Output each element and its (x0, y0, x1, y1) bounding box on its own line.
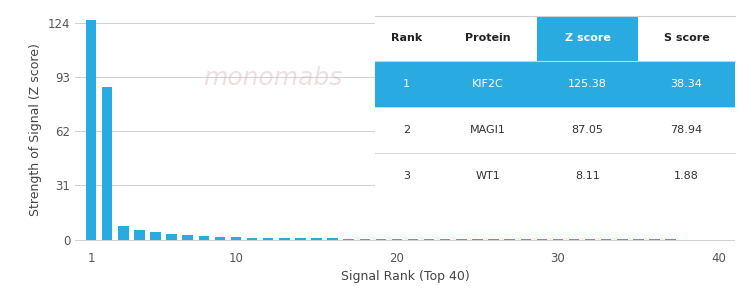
Bar (247, 237, 257, 240)
FancyBboxPatch shape (375, 107, 438, 153)
FancyBboxPatch shape (638, 61, 735, 107)
Text: S score: S score (664, 33, 710, 43)
FancyBboxPatch shape (537, 16, 638, 61)
Text: monomabs: monomabs (203, 66, 343, 90)
Bar (553, 239, 563, 240)
Bar (505, 239, 515, 240)
Bar (86, 20, 96, 240)
Bar (296, 238, 305, 240)
Text: Rank: Rank (392, 33, 422, 43)
Bar (536, 239, 547, 240)
Bar (376, 239, 386, 240)
Text: 2: 2 (404, 125, 410, 135)
Bar (408, 239, 419, 240)
Text: Z score: Z score (565, 33, 610, 43)
Bar (633, 239, 644, 240)
Bar (359, 239, 370, 240)
Text: 125.38: 125.38 (568, 79, 607, 89)
Bar (488, 239, 499, 240)
FancyBboxPatch shape (375, 153, 438, 199)
Bar (199, 236, 209, 240)
Bar (279, 238, 290, 240)
Bar (472, 239, 483, 240)
Bar (440, 239, 451, 240)
FancyBboxPatch shape (537, 153, 638, 199)
FancyBboxPatch shape (438, 16, 537, 61)
FancyBboxPatch shape (638, 16, 735, 61)
Bar (182, 235, 193, 240)
Bar (118, 226, 128, 240)
FancyBboxPatch shape (438, 153, 537, 199)
Text: MAGI1: MAGI1 (470, 125, 506, 135)
Text: 78.94: 78.94 (670, 125, 703, 135)
Bar (520, 239, 531, 240)
Bar (327, 238, 338, 240)
FancyBboxPatch shape (638, 107, 735, 153)
Bar (424, 239, 434, 240)
Text: 87.05: 87.05 (572, 125, 604, 135)
FancyBboxPatch shape (537, 61, 638, 107)
FancyBboxPatch shape (537, 107, 638, 153)
FancyBboxPatch shape (638, 153, 735, 199)
Bar (231, 237, 242, 240)
Bar (617, 239, 628, 240)
Bar (150, 232, 160, 240)
Text: Protein: Protein (465, 33, 511, 43)
Bar (392, 239, 402, 240)
Text: 38.34: 38.34 (670, 79, 703, 89)
FancyBboxPatch shape (438, 107, 537, 153)
Text: KIF2C: KIF2C (472, 79, 503, 89)
Text: 1.88: 1.88 (674, 171, 699, 181)
Bar (585, 239, 596, 240)
Bar (456, 239, 466, 240)
Bar (166, 234, 177, 240)
Bar (263, 238, 274, 240)
Bar (134, 230, 145, 240)
FancyBboxPatch shape (375, 16, 438, 61)
Text: 8.11: 8.11 (575, 171, 600, 181)
Bar (344, 239, 354, 240)
Bar (568, 239, 579, 240)
FancyBboxPatch shape (375, 61, 438, 107)
Bar (214, 237, 225, 240)
Bar (102, 87, 112, 240)
Bar (601, 239, 611, 240)
Y-axis label: Strength of Signal (Z score): Strength of Signal (Z score) (29, 43, 42, 216)
FancyBboxPatch shape (438, 61, 537, 107)
Bar (311, 238, 322, 240)
Text: WT1: WT1 (476, 171, 500, 181)
X-axis label: Signal Rank (Top 40): Signal Rank (Top 40) (340, 270, 470, 283)
Text: 3: 3 (404, 171, 410, 181)
Text: 1: 1 (404, 79, 410, 89)
